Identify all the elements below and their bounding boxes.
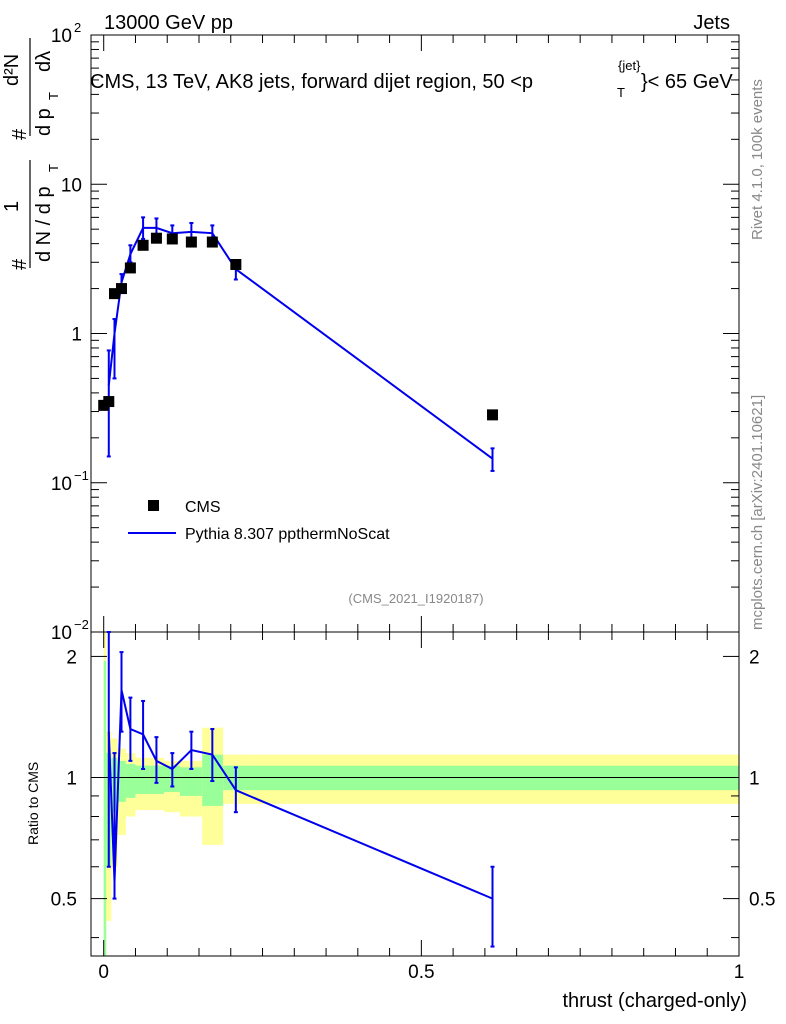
x-tick-label: 1 — [734, 962, 745, 983]
y-tick-label: 10 — [51, 474, 72, 495]
ratio-uncertainty-bands — [91, 632, 739, 956]
ratio-y-axis-label: Ratio to CMS — [25, 762, 41, 845]
y-tick-label: 10 — [61, 175, 82, 196]
pythia-line — [107, 226, 494, 460]
y-tick-label-exponent: −1 — [74, 468, 89, 483]
x-tick-label: 0 — [98, 962, 109, 983]
y-tick-label: 10 — [51, 623, 72, 644]
legend-label-cms: CMS — [185, 499, 221, 516]
x-tick-labels: 0 0.5 1 — [98, 962, 744, 983]
y-tick-label-exponent: 2 — [74, 20, 81, 35]
cms-data-point — [206, 236, 218, 248]
ratio-y-tick-label-right: 0.5 — [749, 890, 775, 911]
legend-marker-cms — [148, 500, 159, 511]
ylabel-d2n: d²N — [1, 54, 23, 86]
header-left: 13000 GeV pp — [104, 12, 233, 34]
ratio-plot-ticks — [91, 632, 740, 956]
x-axis-label: thrust (charged-only) — [562, 990, 747, 1012]
cms-data-point — [124, 262, 136, 274]
cms-data-point — [109, 288, 121, 300]
ylabel-dlambda: dλ — [33, 51, 55, 72]
top-y-axis-label: # 1 d N / d p T # d²N d p T dλ — [1, 38, 61, 270]
cms-data-point — [185, 236, 197, 248]
green-band — [117, 760, 126, 802]
cms-data-point — [115, 283, 127, 295]
plot-title-text: CMS, 13 TeV, AK8 jets, forward dijet reg… — [90, 71, 533, 93]
cms-data-point — [230, 258, 242, 270]
mcplots-label: mcplots.cern.ch [arXiv:2401.10621] — [749, 395, 766, 630]
y-tick-label-exponent: −2 — [74, 617, 89, 632]
x-tick-label: 0.5 — [408, 962, 434, 983]
header-right: Jets — [693, 12, 730, 34]
main-plot-series — [98, 216, 499, 472]
ylabel-hash-2: # — [9, 128, 31, 140]
plot-title: CMS, 13 TeV, AK8 jets, forward dijet reg… — [90, 58, 733, 100]
cms-data-point — [166, 233, 178, 245]
ratio-y-tick-label: 1 — [66, 769, 77, 790]
green-band — [125, 764, 136, 798]
ylabel-den-sub: T — [46, 164, 61, 172]
legend-label-pythia: Pythia 8.307 ppthermNoScat — [185, 526, 390, 543]
green-band — [103, 660, 107, 956]
ylabel-frac2-den-sub: T — [46, 92, 61, 100]
ratio-y-tick-labels: 0.5 0.5 1 1 2 2 — [51, 647, 776, 910]
green-band — [179, 767, 203, 796]
cms-data-point — [150, 232, 162, 244]
y-tick-label: 10 — [51, 26, 72, 47]
analysis-watermark: (CMS_2021_I1920187) — [348, 591, 483, 606]
ylabel-hash-1: # — [9, 258, 31, 270]
plot-title-tail: }< 65 GeV — [641, 71, 733, 93]
ratio-plot-panel: 0.5 0.51 12 2 0 0.5 1 Ratio to CMS thrust (ch… — [25, 631, 776, 1012]
ratio-y-tick-label: 2 — [66, 647, 77, 668]
legend: CMS Pythia 8.307 ppthermNoScat — [128, 499, 390, 543]
cms-data-point — [103, 396, 115, 408]
ratio-y-tick-label-right: 1 — [749, 769, 760, 790]
green-band — [135, 765, 150, 794]
ylabel-frac2-den: d p — [33, 108, 55, 136]
plot-title-sub: T — [617, 85, 625, 100]
cms-data-point — [137, 239, 149, 251]
ratio-y-tick-label-right: 2 — [749, 647, 760, 668]
ratio-plot-series — [106, 631, 495, 948]
ratio-y-tick-label: 0.5 — [51, 890, 77, 911]
ratio-plot-frame — [90, 631, 740, 957]
cms-data-point — [487, 409, 499, 421]
ylabel-one: 1 — [1, 201, 23, 212]
y-tick-label: 1 — [71, 325, 82, 346]
plot-title-sup: {jet} — [618, 58, 641, 73]
rivet-version-label: Rivet 4.1.0, 100k events — [749, 79, 766, 240]
ylabel-den: d N / d p — [33, 186, 55, 262]
